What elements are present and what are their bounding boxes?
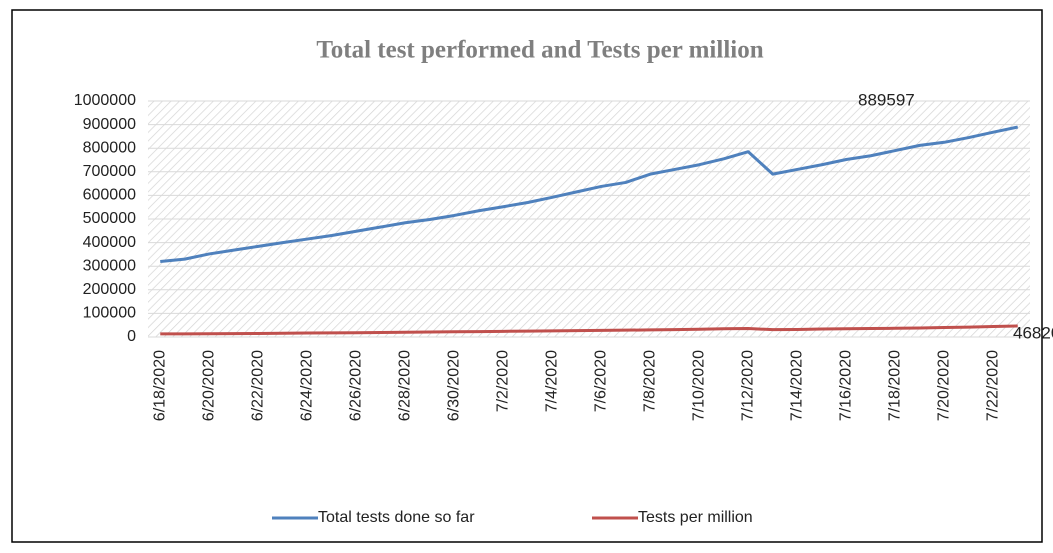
- y-tick-label: 600000: [83, 187, 136, 204]
- x-tick-label: 6/30/2020: [445, 350, 462, 421]
- data-label: 46820: [1013, 323, 1053, 342]
- x-tick-label: 6/18/2020: [151, 350, 168, 421]
- x-tick-label: 6/28/2020: [396, 350, 413, 421]
- x-tick-label: 6/20/2020: [200, 350, 217, 421]
- y-tick-label: 300000: [83, 257, 136, 274]
- series-line: [160, 125, 1019, 263]
- y-tick-label: 0: [127, 328, 136, 345]
- data-label: 889597: [858, 91, 915, 110]
- chart-title: Total test performed and Tests per milli…: [316, 37, 763, 64]
- x-tick-label: 7/6/2020: [592, 350, 609, 412]
- y-tick-label: 400000: [83, 234, 136, 251]
- x-tick-label: 7/22/2020: [984, 350, 1001, 421]
- legend-label: Total tests done so far: [318, 509, 475, 526]
- y-tick-label: 800000: [83, 139, 136, 156]
- series-line: [160, 324, 1018, 336]
- y-tick-label: 700000: [83, 163, 136, 180]
- x-tick-label: 6/22/2020: [249, 350, 266, 421]
- x-tick-label: 7/2/2020: [494, 350, 511, 412]
- y-tick-label: 100000: [83, 305, 136, 322]
- x-tick-label: 7/8/2020: [641, 350, 658, 412]
- y-tick-label: 900000: [83, 116, 136, 133]
- legend-label: Tests per million: [638, 509, 753, 526]
- x-tick-label: 7/20/2020: [935, 350, 952, 421]
- x-tick-label: 6/24/2020: [298, 350, 315, 421]
- y-tick-label: 200000: [83, 281, 136, 298]
- x-tick-label: 7/10/2020: [690, 350, 707, 421]
- x-tick-label: 7/12/2020: [739, 350, 756, 421]
- x-tick-label: 7/4/2020: [543, 350, 560, 412]
- y-tick-label: 500000: [83, 210, 136, 227]
- x-tick-label: 6/26/2020: [347, 350, 364, 421]
- x-tick-label: 7/14/2020: [788, 350, 805, 421]
- x-tick-label: 7/16/2020: [837, 350, 854, 421]
- x-tick-label: 7/18/2020: [886, 350, 903, 421]
- y-tick-label: 1000000: [74, 92, 136, 109]
